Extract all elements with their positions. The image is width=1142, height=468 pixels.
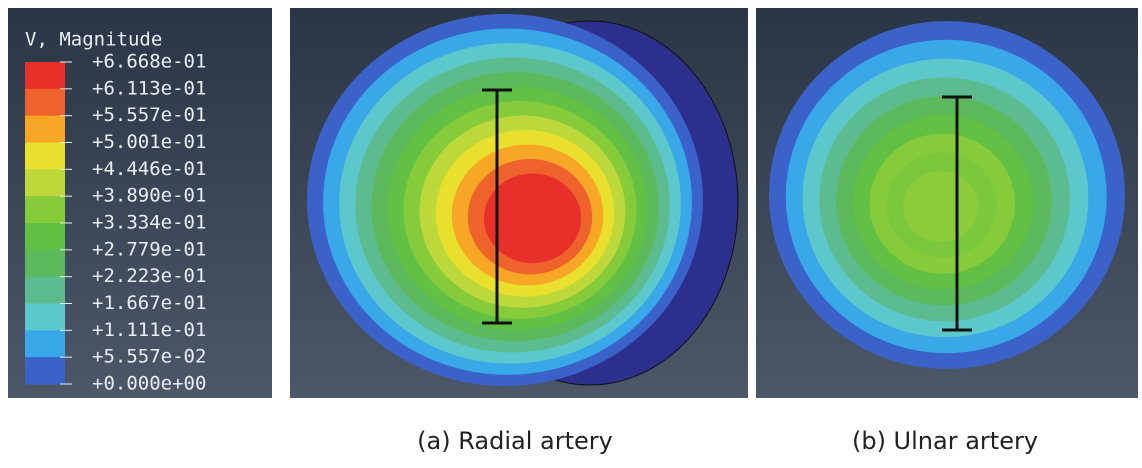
scale-label: +4.446e-01 bbox=[92, 158, 206, 180]
color-swatch bbox=[25, 142, 65, 170]
caption: (a) Radial artery bbox=[417, 427, 613, 455]
color-swatch bbox=[25, 330, 65, 358]
color-swatch bbox=[25, 357, 65, 385]
scale-label: +3.890e-01 bbox=[92, 185, 206, 207]
color-swatch bbox=[25, 196, 65, 224]
scale-label: +5.001e-01 bbox=[92, 131, 206, 153]
scale-label: +1.667e-01 bbox=[92, 292, 206, 314]
color-swatch bbox=[25, 223, 65, 251]
color-swatch bbox=[25, 169, 65, 197]
scale-label: +5.557e-01 bbox=[92, 104, 206, 126]
contour-band bbox=[903, 171, 979, 242]
color-swatch bbox=[25, 249, 65, 278]
caption: (b) Ulnar artery bbox=[852, 427, 1038, 455]
color-swatch bbox=[25, 303, 65, 331]
scale-label: +2.779e-01 bbox=[92, 238, 206, 260]
scale-label: +2.223e-01 bbox=[92, 265, 206, 287]
scale-label: +1.111e-01 bbox=[92, 319, 206, 341]
scale-label: +6.668e-01 bbox=[92, 51, 206, 73]
scale-label: +0.000e+00 bbox=[92, 373, 206, 395]
scale-label: +5.557e-02 bbox=[92, 346, 206, 368]
scale-label: +6.113e-01 bbox=[92, 77, 206, 99]
color-swatch bbox=[25, 62, 65, 90]
color-swatch bbox=[25, 115, 65, 143]
legend-title: V, Magnitude bbox=[25, 29, 162, 51]
color-swatch bbox=[25, 276, 65, 304]
color-swatch bbox=[25, 88, 65, 117]
contour-a bbox=[307, 14, 703, 386]
diameter-markers bbox=[482, 88, 972, 332]
color-scale: +6.668e-01 +6.113e-01 +5.557e-01 +5.001e-01… bbox=[25, 51, 206, 395]
contour-b bbox=[769, 21, 1125, 369]
scale-label: +3.334e-01 bbox=[92, 212, 206, 234]
contour-band bbox=[483, 173, 582, 264]
